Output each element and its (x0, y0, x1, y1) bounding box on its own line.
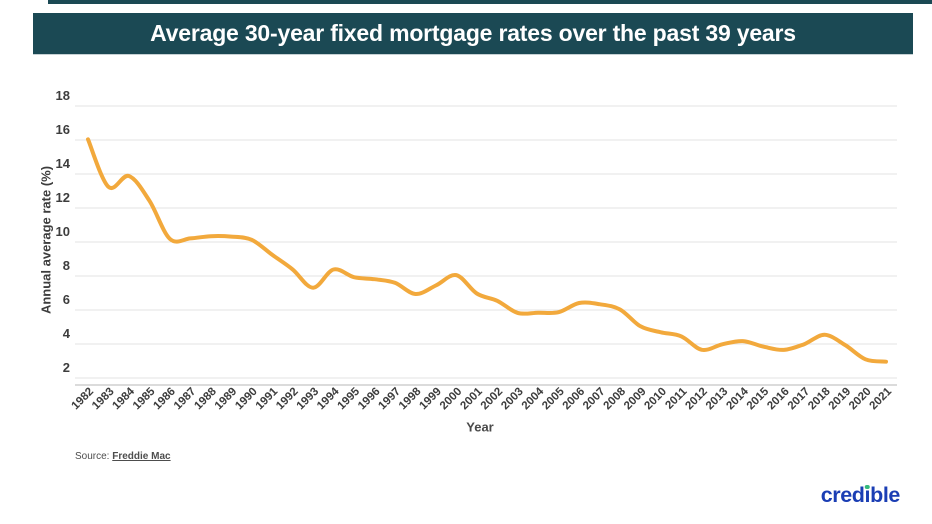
chart-title: Average 30-year fixed mortgage rates ove… (150, 20, 796, 46)
x-tick-label: 2004 (520, 385, 547, 412)
x-tick-label: 2018 (806, 385, 833, 412)
x-tick-label: 1988 (192, 385, 219, 412)
x-tick-label: 1989 (213, 386, 240, 412)
x-tick-label: 1984 (110, 385, 137, 412)
mortgage-rate-line-chart: 1816141210864219821983198419851986198719… (56, 88, 897, 412)
x-tick-label: 1987 (172, 386, 199, 412)
x-tick-label: 1995 (336, 385, 363, 412)
source-note: Source: Freddie Mac (75, 451, 171, 462)
source-link[interactable]: Freddie Mac (112, 451, 171, 462)
x-tick-label: 2008 (602, 385, 629, 412)
logo-letter-i: ı (864, 483, 871, 507)
x-tick-label: 2002 (479, 386, 506, 412)
x-tick-label: 1986 (151, 386, 178, 412)
x-tick-label: 1990 (233, 386, 260, 412)
y-tick-label: 4 (63, 326, 71, 341)
x-tick-label: 1983 (90, 386, 117, 412)
y-tick-label: 6 (63, 292, 70, 307)
y-tick-label: 8 (63, 258, 70, 273)
x-tick-label: 1992 (274, 386, 301, 412)
top-accent-strip (48, 0, 932, 4)
x-tick-label: 1998 (397, 385, 424, 412)
x-tick-label: 2000 (438, 386, 465, 412)
logo-text: cred (820, 483, 865, 507)
y-tick-label: 14 (56, 156, 71, 171)
x-tick-label: 1991 (254, 385, 281, 412)
x-tick-label: 2016 (765, 386, 792, 412)
y-tick-label: 16 (56, 122, 70, 137)
source-label: Source: (75, 451, 110, 462)
x-tick-label: 2003 (499, 386, 526, 412)
logo-text: ble (870, 483, 900, 507)
x-tick-label: 2017 (786, 386, 813, 412)
x-tick-label: 2006 (561, 386, 588, 412)
y-tick-label: 10 (56, 224, 70, 239)
y-tick-label: 2 (63, 360, 70, 375)
x-tick-label: 1999 (417, 386, 444, 412)
x-tick-label: 1994 (315, 385, 342, 412)
x-tick-label: 2019 (827, 386, 854, 412)
y-tick-label: 12 (56, 190, 70, 205)
y-axis-title: Annual average rate (%) (38, 165, 54, 315)
x-tick-label: 2001 (458, 385, 485, 412)
x-tick-label: 1993 (295, 386, 322, 412)
x-tick-label: 2021 (868, 385, 895, 412)
x-tick-label: 1985 (131, 385, 158, 412)
chart-area: 18 16 14 12 10 8 6 4 2 1982 1983 1984 1985 1986 1987 19… (0, 80, 932, 412)
y-tick-label: 18 (56, 88, 70, 103)
x-axis-title: Year (466, 419, 494, 435)
x-tick-label: 2014 (724, 385, 751, 412)
x-tick-label: 2007 (581, 386, 608, 412)
x-tick-label: 2012 (683, 386, 710, 412)
x-tick-label: 2015 (745, 385, 772, 412)
x-tick-label: 2009 (622, 386, 649, 412)
x-tick-label: 2011 (663, 385, 690, 412)
x-tick-label: 1997 (376, 386, 403, 412)
chart-title-banner: Average 30-year fixed mortgage rates ove… (33, 13, 913, 54)
x-tick-label: 2010 (642, 386, 669, 412)
x-tick-label: 2005 (540, 385, 567, 412)
x-tick-label: 1982 (70, 386, 97, 412)
logo-green-dot-icon (865, 484, 870, 489)
credible-logo[interactable]: credı ble (820, 483, 901, 508)
x-tick-label: 2020 (847, 386, 874, 412)
rate-line-series (86, 137, 888, 364)
x-tick-label: 2013 (704, 386, 731, 412)
x-tick-label: 1996 (356, 386, 383, 412)
